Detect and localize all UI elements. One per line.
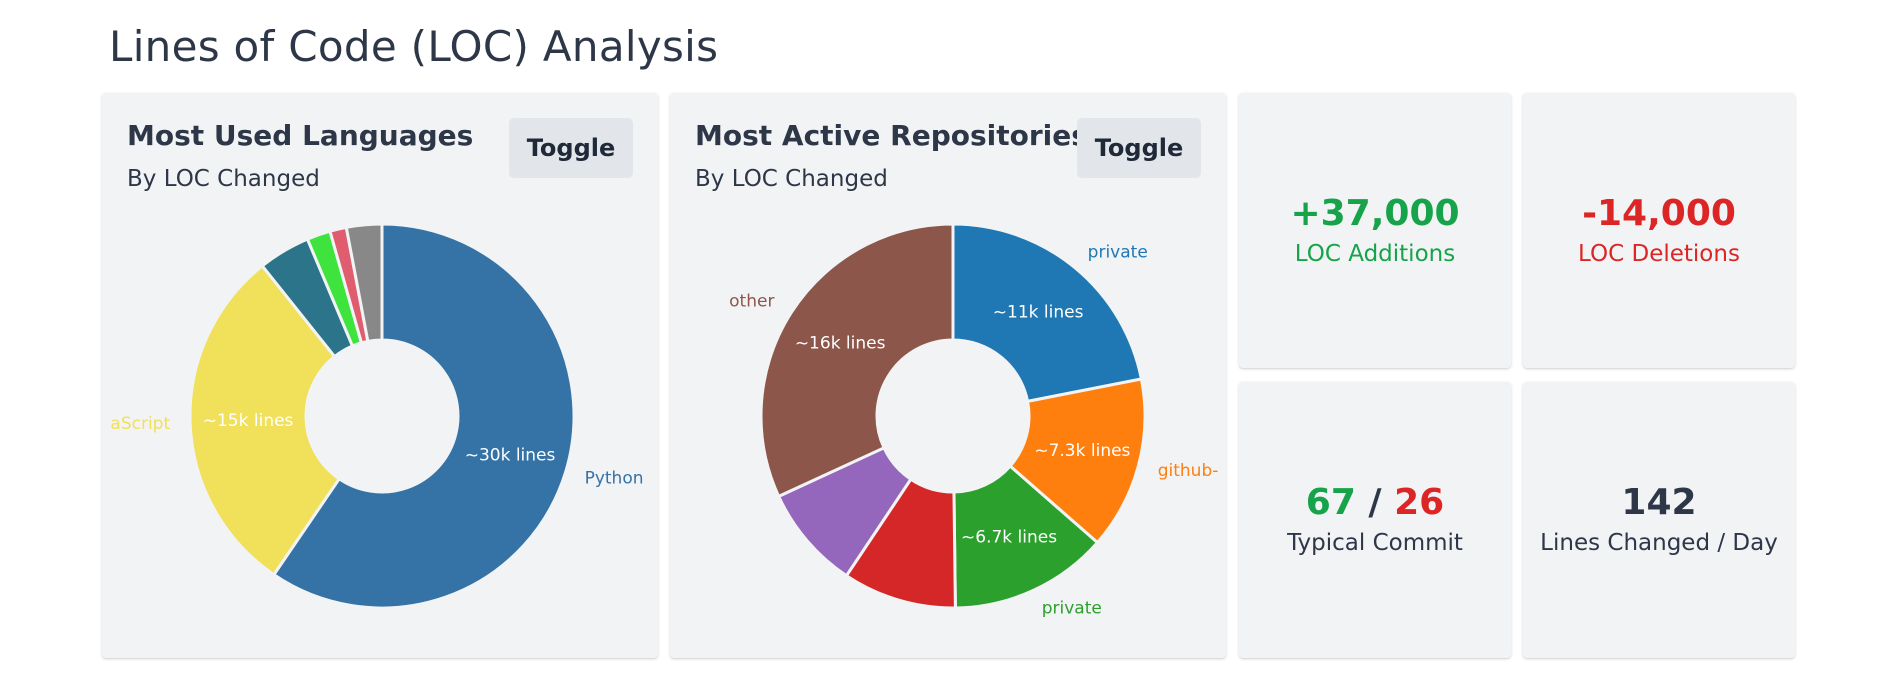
deletions-label: LOC Deletions [1578,241,1740,267]
slice-outer-label: aScript [110,414,170,434]
donut-slice[interactable] [188,264,341,577]
languages-card-subtitle: By LOC Changed [127,166,320,192]
slice-data-label: ~7.3k lines [1034,441,1130,461]
donut-slice[interactable] [272,222,576,610]
donut-slice[interactable] [759,222,955,498]
typical-commit-value: 67 / 26 [1239,482,1511,523]
slice-data-label: ~15k lines [203,411,294,431]
languages-toggle-button[interactable]: Toggle [509,118,633,178]
slice-outer-label: private [1042,599,1102,619]
repositories-card: Most Active Repositories By LOC Changed … [670,93,1226,658]
slice-data-label: ~30k lines [465,445,556,465]
lines-per-day-card: 142 Lines Changed / Day [1523,382,1795,658]
typical-commit-deleted: 26 [1394,482,1445,523]
slice-data-label: ~16k lines [795,334,886,354]
typical-commit-separator: / [1368,482,1382,523]
slice-outer-label: private [1088,242,1148,262]
typical-commit-added: 67 [1305,482,1356,523]
languages-donut-chart: ~30k lines Python ~15k lines aScript [110,222,644,610]
additions-value: +37,000 [1290,193,1460,234]
repositories-card-subtitle: By LOC Changed [695,166,888,192]
slice-data-label: ~11k lines [993,303,1084,323]
typical-commit-label: Typical Commit [1287,530,1463,556]
slice-outer-label: Python [585,468,644,488]
donut-slice[interactable] [1008,377,1147,545]
page-title: Lines of Code (LOC) Analysis [109,22,719,71]
additions-label: LOC Additions [1294,241,1456,267]
donut-slice[interactable] [951,222,1143,403]
deletions-card: -14,000 LOC Deletions [1523,93,1795,368]
lines-per-day-label: Lines Changed / Day [1540,530,1778,556]
additions-card: +37,000 LOC Additions [1239,93,1511,368]
languages-card-title: Most Used Languages [127,119,474,152]
repositories-toggle-button[interactable]: Toggle [1077,118,1201,178]
repositories-donut-chart: ~11k lines private ~7.3k lines github- ~6.7k… [729,222,1219,619]
slice-outer-label: other [729,292,774,312]
lines-per-day-value: 142 [1621,482,1697,523]
deletions-value: -14,000 [1582,193,1736,234]
donut-slice[interactable] [952,464,1099,610]
languages-card: Most Used Languages By LOC Changed Toggl… [102,93,658,658]
slice-outer-label: github- [1158,461,1219,481]
slice-data-label: ~6.7k lines [961,528,1057,548]
typical-commit-card: 67 / 26 Typical Commit [1239,382,1511,658]
repositories-card-title: Most Active Repositories [695,119,1088,152]
donut-slice[interactable] [344,222,384,343]
